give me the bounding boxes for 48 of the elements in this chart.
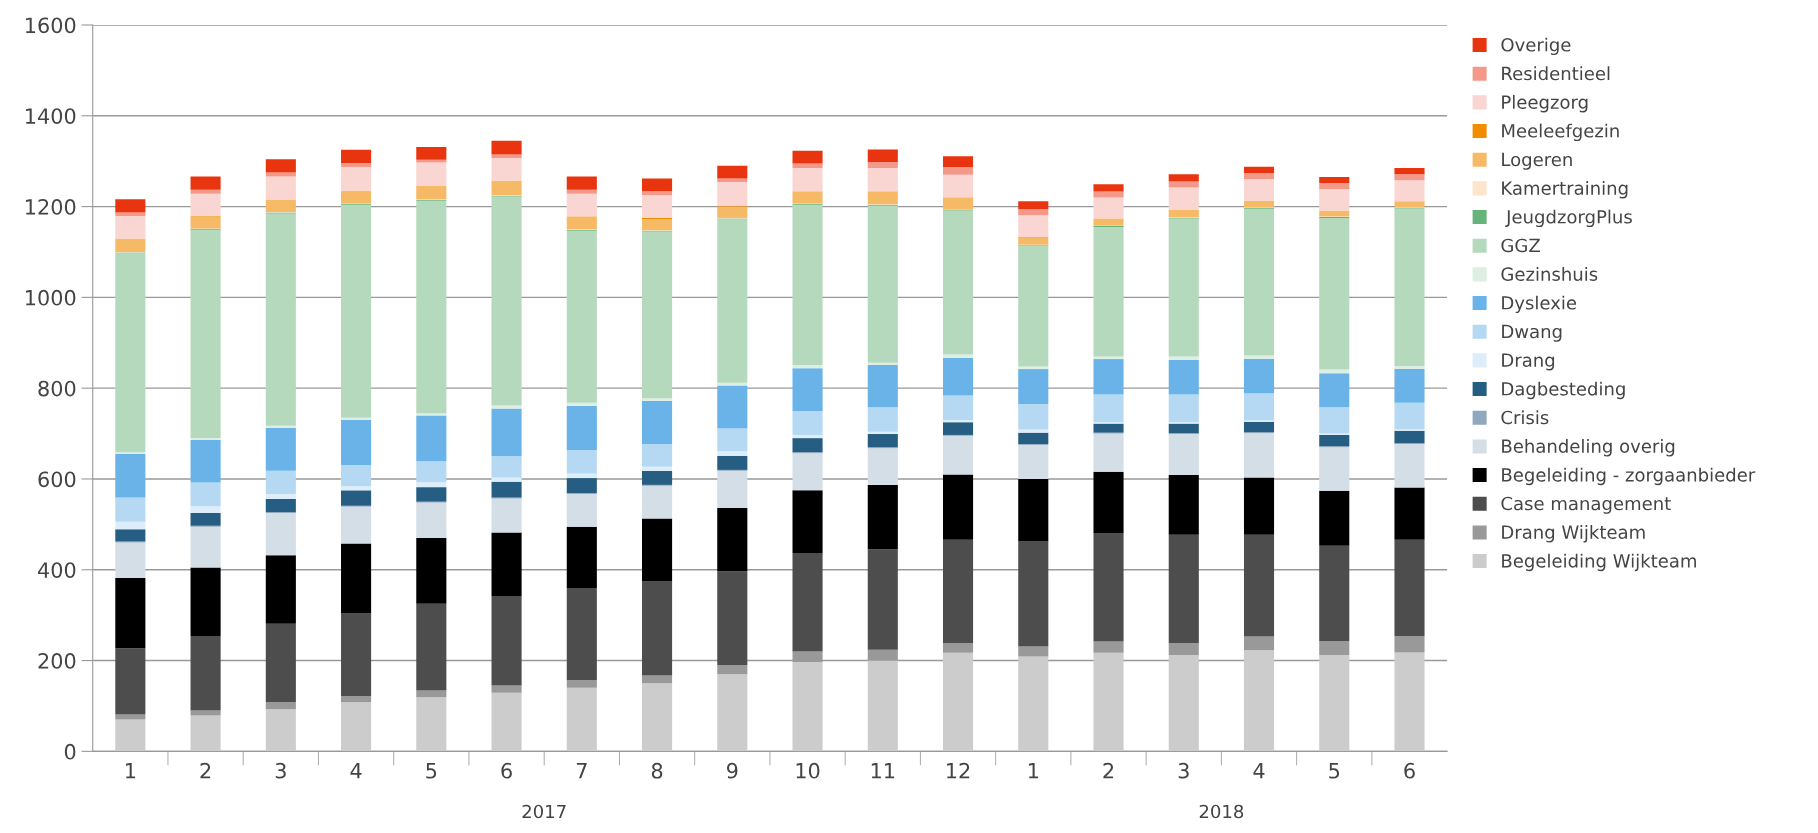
- x-tick-label: 9: [726, 762, 738, 779]
- x-tick-label: 11: [871, 763, 895, 779]
- y-tick-label: 200: [38, 653, 76, 669]
- legend-label: Residentieel: [1502, 66, 1610, 81]
- legend-label: Drang Wijkteam: [1502, 525, 1645, 543]
- y-tick-label: 1400: [26, 108, 76, 124]
- legend-label: Gezinshuis: [1501, 266, 1598, 281]
- x-tick-label: 1: [1028, 763, 1038, 779]
- x-tick-label: 2: [1103, 762, 1114, 779]
- x-tick-label: 5: [1329, 763, 1340, 779]
- x-tick-label: 6: [501, 762, 512, 779]
- legend-label: Behandeling overig: [1502, 438, 1675, 457]
- legend-label: Logeren: [1502, 152, 1572, 170]
- legend-label: Crisis: [1501, 410, 1549, 425]
- x-tick-label: 5: [426, 763, 437, 779]
- legend-label: Drang: [1502, 353, 1555, 371]
- y-tick-label: 800: [38, 380, 76, 397]
- x-tick-label: 4: [1253, 763, 1265, 779]
- y-tick-label: 1200: [26, 199, 76, 215]
- y-tick-label: 0: [64, 743, 76, 760]
- y-tick-label: 1600: [26, 17, 76, 34]
- x-tick-label: 3: [1178, 762, 1189, 779]
- x-tick-label: 2: [200, 762, 211, 779]
- legend-label: Dagbesteding: [1502, 381, 1625, 400]
- legend-label: Meeleefgezin: [1502, 123, 1619, 142]
- x-tick-label: 6: [1404, 762, 1415, 779]
- x-tick-label: 8: [651, 762, 663, 779]
- y-tick-label: 1000: [26, 289, 76, 306]
- y-tick-label: 600: [38, 471, 76, 488]
- legend-label: Pleegzorg: [1502, 94, 1588, 113]
- x-tick-label: 4: [350, 763, 362, 779]
- y-tick-label: 400: [38, 562, 76, 578]
- legend-label: Kamertraining: [1502, 180, 1628, 199]
- legend-label: Begeleiding - zorgaanbieder: [1502, 467, 1756, 486]
- legend-label: Overige: [1501, 37, 1571, 56]
- x-tick-label: 7: [576, 763, 587, 779]
- legend-label: GGZ: [1501, 238, 1540, 253]
- x-tick-label: 3: [275, 762, 286, 779]
- legend-label: Dwang: [1502, 324, 1562, 342]
- x-tick-label: 12: [947, 762, 970, 779]
- x-tick-label: 1: [126, 763, 136, 779]
- legend-label: Begeleiding Wijkteam: [1502, 553, 1696, 572]
- text: 2017: [522, 804, 566, 819]
- legend-label: JeugdzorgPlus: [1505, 209, 1632, 228]
- x-tick-label: 10: [796, 762, 820, 779]
- legend-label: Case management: [1501, 496, 1671, 514]
- text: 2018: [1199, 804, 1244, 819]
- legend-label: Dyslexie: [1502, 295, 1577, 314]
